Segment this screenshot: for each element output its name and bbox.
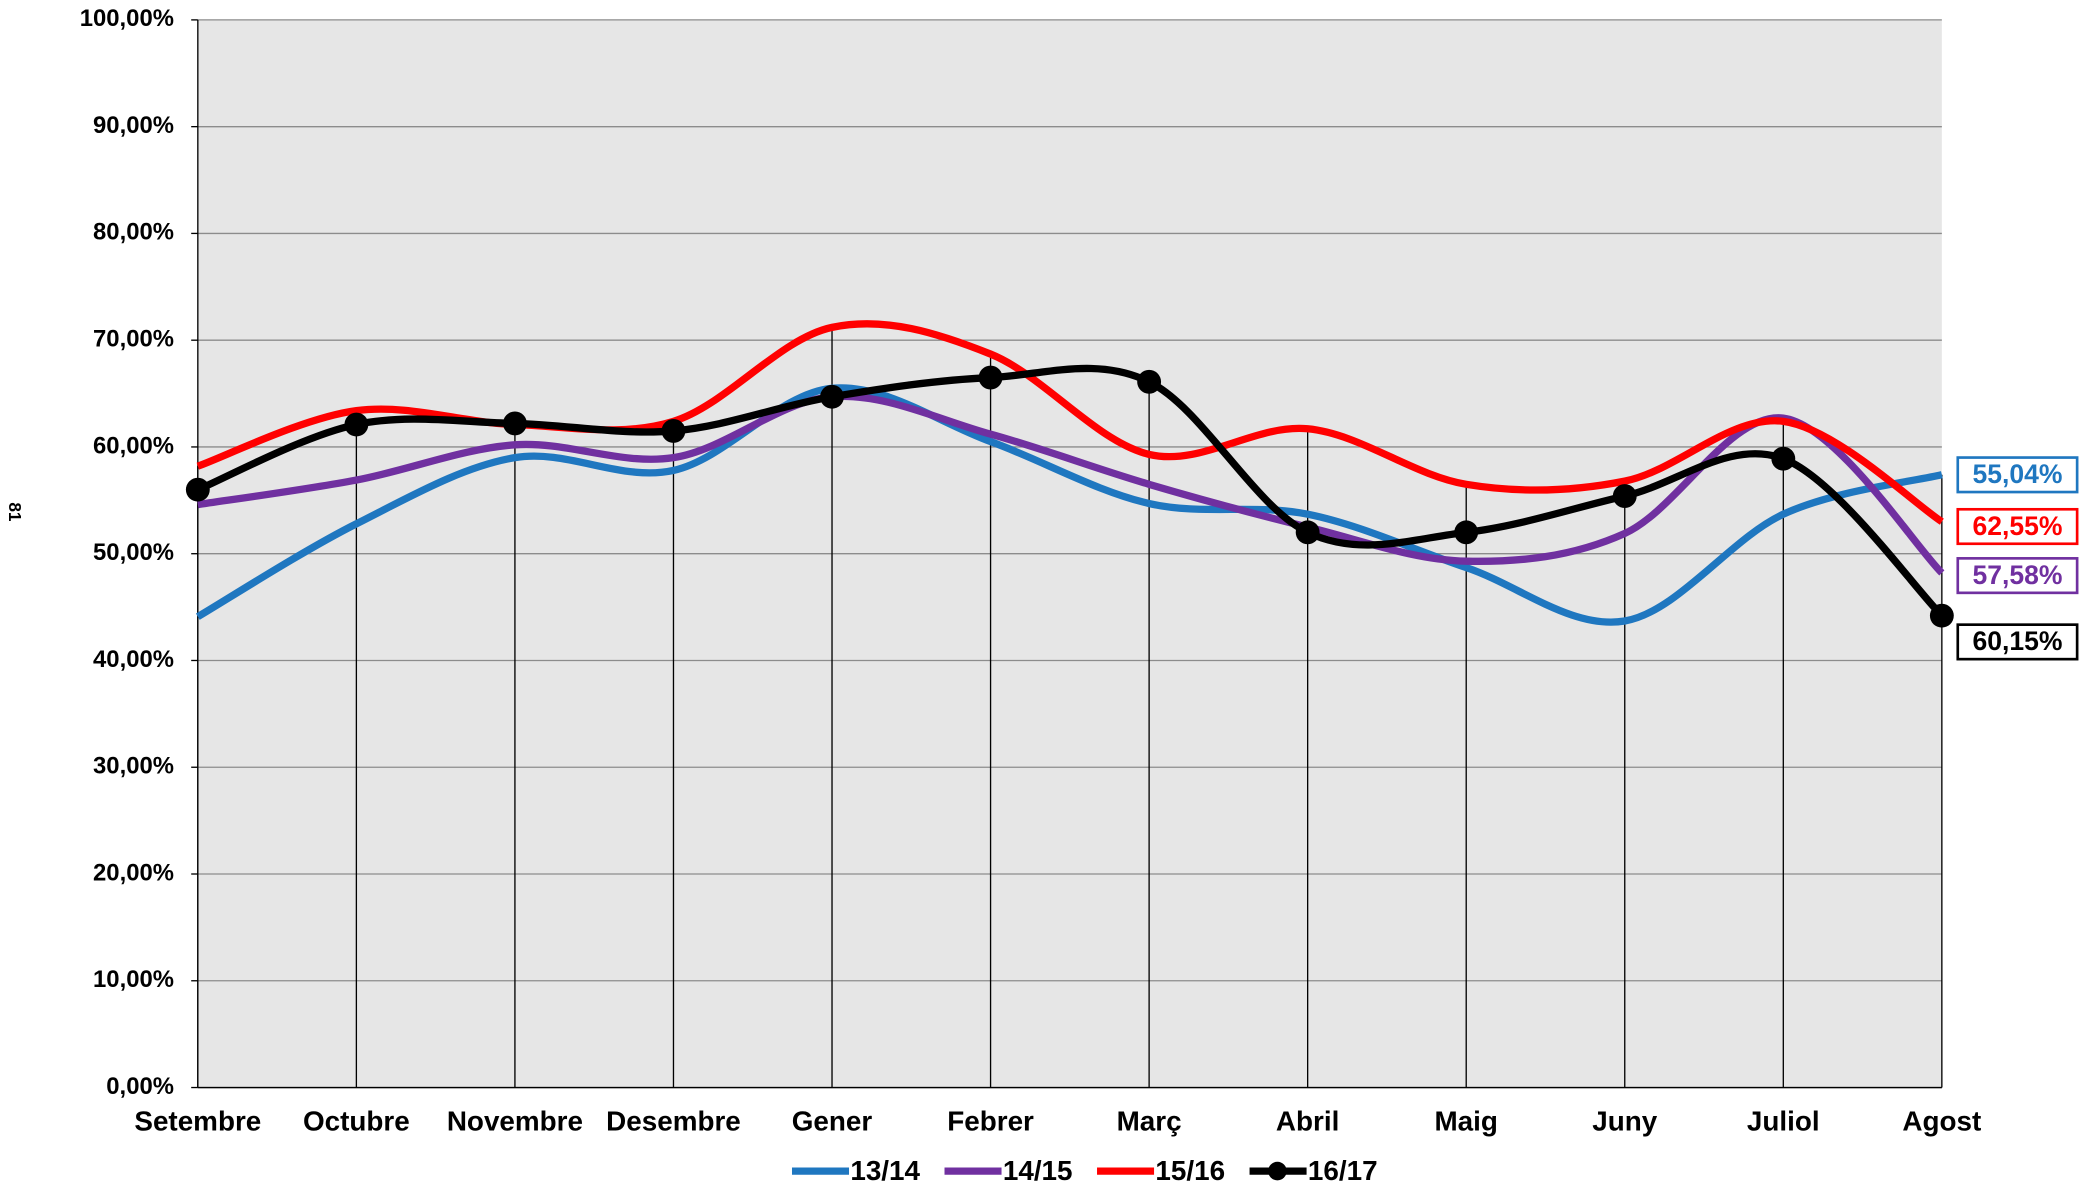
annotation-box [1956,456,2079,494]
legend-label: 13/14 [850,1155,920,1186]
legend-label: 16/17 [1308,1155,1378,1186]
legend-label: 15/16 [1155,1155,1225,1186]
point [185,477,210,502]
y-tick-label: 50,00% [93,539,174,566]
x-tick-label: Juny [1592,1106,1658,1137]
point [344,412,369,437]
x-tick-label: Juliol [1747,1106,1820,1137]
annotation: 62,55% [1956,507,2079,546]
point [1771,446,1796,471]
point [1454,520,1479,545]
x-tick-label: Setembre [134,1106,261,1137]
x-tick-label: Maig [1434,1106,1497,1137]
point [820,384,844,409]
x-tick-label: Abril [1276,1106,1339,1137]
annotation-box [1956,557,2079,595]
y-tick-label: 30,00% [93,753,174,780]
x-tick-label: Novembre [447,1106,583,1137]
annotation-box [1956,623,2079,661]
x-tick-label: Octubre [303,1106,410,1137]
point [1295,520,1320,545]
y-tick-label: 0,00% [106,1073,174,1100]
x-tick-label: Gener [792,1106,873,1137]
point [661,418,686,443]
x-tick-label: Març [1117,1106,1182,1137]
point [1137,369,1162,394]
annotation-text: 55,04% [1972,459,2062,489]
annotation-box [1956,507,2079,546]
y-tick-label: 100,00% [80,5,174,32]
page-number: 81 [5,502,25,522]
y-tick-label: 40,00% [93,646,174,673]
x-tick-label: Agost [1902,1106,1981,1137]
y-tick-label: 20,00% [93,859,174,886]
series-line [195,384,1943,626]
annotation-text: 60,15% [1972,626,2062,656]
series-line [197,392,1945,576]
x-tick-label: Desembre [606,1106,741,1137]
annotation: 55,04% [1956,456,2079,494]
y-tick-label: 10,00% [93,966,174,993]
legend-marker [1268,1161,1287,1181]
annotation-text: 57,58% [1972,560,2062,590]
annotation-text: 62,55% [1972,511,2062,541]
annotation: 57,58% [1956,557,2079,595]
y-tick-label: 70,00% [93,325,174,352]
y-tick-label: 90,00% [93,112,174,139]
series-line [196,364,1945,619]
point [1929,603,1954,628]
y-tick-label: 60,00% [93,432,174,459]
x-tick-label: Febrer [947,1106,1034,1137]
point [502,411,527,436]
point [1612,484,1637,508]
point [978,365,1003,390]
annotation: 60,15% [1956,623,2079,661]
y-tick-label: 80,00% [93,219,174,246]
legend-label: 14/15 [1003,1155,1073,1186]
